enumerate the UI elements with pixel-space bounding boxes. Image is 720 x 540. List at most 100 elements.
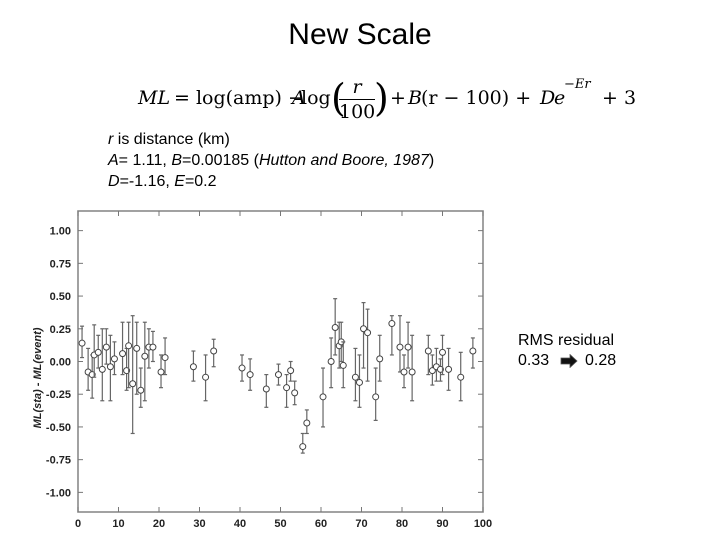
formula-exponent: −Er — [564, 77, 591, 92]
data-point — [372, 393, 380, 401]
formula-plus-three: + 3 — [602, 87, 637, 109]
data-point — [94, 348, 102, 356]
x-tick-label: 60 — [315, 518, 327, 530]
data-point — [327, 358, 335, 365]
fraction-denominator: 100 — [339, 101, 376, 123]
data-point — [355, 378, 363, 386]
var-d: D — [108, 173, 120, 190]
data-point — [360, 325, 368, 333]
x-tick-label: 100 — [474, 518, 492, 530]
data-point — [102, 343, 110, 351]
data-point — [445, 365, 453, 373]
formula-d: D — [540, 87, 556, 109]
var-r: r — [108, 131, 114, 148]
data-point — [246, 371, 254, 379]
d-value: =-1.16, — [119, 173, 175, 190]
data-point — [262, 385, 270, 393]
x-tick-label: 90 — [436, 518, 448, 530]
data-point — [157, 368, 165, 376]
parameter-description: r is distance (km) A= 1.11, B=0.00185 (H… — [108, 129, 434, 192]
data-point — [283, 384, 291, 392]
x-tick-label: 30 — [193, 518, 205, 530]
data-point — [98, 365, 106, 373]
data-point — [210, 347, 218, 355]
data-point — [439, 348, 446, 356]
rms-after: 0.28 — [585, 352, 617, 369]
formula-ml: ML — [138, 87, 171, 109]
data-point — [396, 343, 404, 351]
data-point — [303, 419, 311, 427]
y-tick-label: 0.00 — [50, 357, 71, 369]
formula-fraction: r 100 — [339, 75, 375, 124]
formula-close-paren: ) — [374, 76, 389, 120]
description-line-de: D=-1.16, E=0.2 — [108, 171, 434, 192]
data-point — [106, 363, 114, 371]
var-e: E — [174, 173, 185, 190]
formula-b: B — [408, 87, 422, 109]
data-point — [119, 350, 127, 358]
data-point — [428, 367, 436, 375]
data-point — [274, 371, 282, 379]
rms-before: 0.33 — [518, 352, 550, 369]
data-point — [149, 343, 157, 351]
x-tick-label: 70 — [355, 518, 367, 530]
y-tick-label: -0.75 — [46, 455, 71, 467]
formula-a: A — [292, 87, 306, 109]
right-arrow-icon — [560, 354, 578, 368]
x-tick-label: 10 — [112, 518, 124, 530]
data-point — [133, 344, 141, 352]
data-point — [424, 347, 432, 355]
data-point — [388, 320, 396, 328]
y-tick-label: 1.00 — [50, 226, 71, 238]
b-value: =0.00185 ( — [181, 152, 259, 169]
data-point — [457, 373, 465, 381]
x-tick-label: 0 — [75, 518, 81, 530]
fraction-bar — [339, 99, 375, 100]
data-point — [339, 361, 347, 369]
data-point — [161, 354, 169, 362]
y-tick-label: -1.00 — [46, 487, 71, 499]
description-line-ab: A= 1.11, B=0.00185 (Hutton and Boore, 19… — [108, 150, 434, 171]
data-point — [319, 393, 327, 401]
rms-values: 0.33 0.28 — [518, 351, 617, 371]
fraction-numerator: r — [352, 76, 362, 98]
description-line-distance: r is distance (km) — [108, 129, 434, 150]
y-tick-label: -0.50 — [46, 422, 71, 434]
var-a: A — [108, 152, 119, 169]
distance-text: is distance (km) — [113, 131, 230, 148]
data-point — [202, 373, 210, 381]
y-axis-label: ML(sta) - ML(event) — [32, 327, 44, 428]
data-point — [331, 323, 339, 331]
plot-frame — [77, 210, 484, 513]
data-point — [351, 373, 359, 381]
data-point — [376, 355, 384, 363]
data-point — [129, 380, 137, 388]
var-b: B — [171, 152, 182, 169]
formula-e: e — [554, 87, 566, 109]
data-point — [408, 368, 416, 376]
data-point — [469, 347, 477, 355]
y-tick-label: 0.50 — [50, 291, 71, 303]
data-point — [400, 368, 408, 376]
data-point — [110, 355, 118, 363]
x-tick-label: 50 — [274, 518, 286, 530]
x-tick-label: 80 — [396, 518, 408, 530]
y-tick-label: 0.25 — [50, 324, 71, 336]
rms-residual-note: RMS residual 0.33 0.28 — [518, 331, 617, 371]
x-tick-label: 20 — [153, 518, 165, 530]
formula-r-term: (r − 100) + — [421, 87, 532, 109]
rms-label: RMS residual — [518, 332, 615, 349]
close-paren: ) — [428, 152, 435, 169]
magnitude-formula: ML = log(amp) − A log ( r 100 ) + B (r −… — [138, 75, 636, 125]
data-point — [291, 389, 299, 397]
x-tick-label: 40 — [234, 518, 246, 530]
a-value: = 1.11, — [118, 152, 172, 169]
e-value: =0.2 — [184, 173, 217, 190]
formula-plus: + — [390, 87, 406, 109]
y-tick-label: 0.75 — [50, 258, 71, 270]
data-point — [137, 386, 145, 394]
slide-title: New Scale — [288, 18, 432, 51]
formula-open-paren: ( — [331, 76, 346, 120]
formula-log: log — [301, 87, 331, 109]
